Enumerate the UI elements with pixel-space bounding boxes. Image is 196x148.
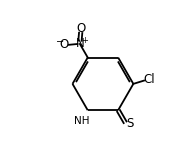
Text: O: O <box>76 22 85 34</box>
Text: O: O <box>59 38 68 51</box>
Text: Cl: Cl <box>143 73 155 86</box>
Text: −: − <box>56 37 64 47</box>
Text: N: N <box>75 37 84 50</box>
Text: NH: NH <box>74 116 90 126</box>
Text: S: S <box>126 116 133 130</box>
Text: +: + <box>81 36 88 45</box>
